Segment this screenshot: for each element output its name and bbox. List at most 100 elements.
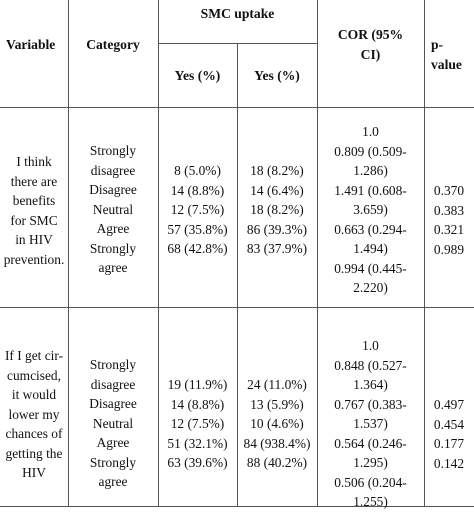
yes-a-value: 68 (42.8%): [167, 241, 228, 256]
column-divider: [68, 0, 69, 507]
variable-line: it would: [11, 387, 57, 402]
cor-line: 1.0: [362, 124, 379, 139]
category-line: Disagree: [89, 396, 137, 411]
variable-line: cumcised,: [7, 367, 61, 383]
category-line: Neutral: [92, 201, 134, 217]
category-line: agree: [98, 474, 128, 489]
cor-line: 0.663 (0.294-: [334, 221, 407, 237]
header-yes-b: Yes (%): [254, 68, 300, 83]
p-value: 0.989: [433, 241, 465, 257]
yes-a-value: 12 (7.5%): [170, 416, 225, 431]
category-line: Neutral: [92, 415, 134, 431]
yes-a-value: 14 (8.8%): [170, 182, 225, 198]
row1-cor: 1.0 0.809 (0.509- 1.286) 1.491 (0.608- 3…: [317, 122, 424, 298]
yes-a-value: 63 (39.6%): [167, 455, 228, 470]
column-divider: [158, 0, 159, 507]
yes-b-value: 18 (8.2%): [250, 202, 304, 217]
yes-a-value: 12 (7.5%): [170, 202, 225, 217]
category-line: agree: [98, 260, 128, 275]
row1-variable: I think there are benefits for SMC in HI…: [0, 152, 68, 269]
cor-line: 1.295): [353, 455, 388, 470]
cor-line: 1.364): [353, 377, 388, 392]
category-line: Disagree: [89, 182, 137, 197]
yes-b-value: 86 (39.3%): [246, 221, 308, 237]
yes-b-value: 18 (8.2%): [250, 163, 304, 178]
cor-line: 1.0: [362, 338, 379, 353]
row2-cor: 1.0 0.848 (0.527- 1.364) 0.767 (0.383- 1…: [317, 336, 424, 512]
row-divider: [0, 307, 474, 308]
header-pvalue: p-value: [431, 37, 462, 72]
category-line: Agree: [96, 435, 130, 450]
p-value: 0.383: [433, 202, 465, 218]
row2-yes-a: 19 (11.9%) 14 (8.8%) 12 (7.5%) 51 (32.1%…: [158, 375, 237, 473]
header-category: Category: [86, 37, 140, 52]
row2-category: Strongly disagree Disagree Neutral Agree…: [68, 355, 158, 492]
header-variable: Variable: [6, 37, 56, 52]
yes-a-value: 14 (8.8%): [170, 396, 225, 412]
variable-line: benefits: [12, 193, 56, 208]
cor-line: 0.564 (0.246-: [334, 435, 407, 451]
cor-line: 0.848 (0.527-: [334, 357, 407, 373]
variable-line: there are: [10, 173, 58, 189]
header-cor-line2: CI): [360, 46, 381, 62]
variable-line: getting the: [5, 445, 63, 461]
cor-line: 1.286): [353, 163, 388, 178]
variable-line: in HIV: [15, 232, 53, 247]
header-cor: COR (95% CI): [317, 25, 424, 64]
cor-line: 2.220): [353, 280, 388, 295]
header-cor-line1: COR (95%: [337, 27, 404, 42]
category-line: Strongly: [89, 143, 137, 158]
row1-category: Strongly disagree Disagree Neutral Agree…: [68, 141, 158, 278]
header-yes-a: Yes (%): [174, 68, 221, 83]
p-value: 0.177: [433, 436, 465, 451]
category-line: disagree: [90, 376, 136, 392]
yes-a-value: 8 (5.0%): [174, 163, 221, 178]
p-value: 0.370: [433, 183, 465, 198]
cor-line: 1.255): [353, 494, 388, 509]
yes-b-value: 83 (37.9%): [246, 241, 308, 256]
row-divider: [158, 43, 317, 44]
variable-line: lower my: [8, 406, 60, 422]
p-value: 0.321: [433, 222, 465, 237]
column-divider: [424, 0, 425, 507]
yes-a-value: 19 (11.9%): [167, 377, 228, 392]
row-divider: [0, 107, 474, 108]
category-line: Strongly: [89, 240, 137, 256]
p-value: 0.497: [433, 397, 465, 412]
header-smc-uptake: SMC uptake: [200, 6, 275, 21]
row2-variable: If I get cir- cumcised, it would lower m…: [0, 346, 68, 483]
cor-line: 0.506 (0.204-: [334, 474, 407, 490]
column-divider: [237, 43, 238, 507]
yes-b-value: 10 (4.6%): [250, 416, 304, 431]
yes-b-value: 84 (938.4%): [243, 435, 311, 451]
cor-line: 3.659): [353, 202, 388, 217]
variable-line: HIV: [22, 465, 46, 480]
yes-b-value: 88 (40.2%): [246, 455, 308, 470]
row1-yes-a: 8 (5.0%) 14 (8.8%) 12 (7.5%) 57 (35.8%) …: [158, 161, 237, 259]
category-line: disagree: [90, 162, 136, 178]
variable-line: prevention.: [3, 251, 65, 267]
p-value: 0.142: [433, 455, 465, 471]
cor-line: 1.494): [353, 241, 388, 256]
yes-a-value: 51 (32.1%): [167, 435, 228, 451]
variable-line: chances of: [5, 426, 63, 441]
cor-line: 1.491 (0.608-: [334, 182, 407, 198]
yes-b-value: 14 (6.4%): [250, 182, 304, 198]
row1-yes-b: 18 (8.2%) 14 (6.4%) 18 (8.2%) 86 (39.3%)…: [237, 161, 317, 259]
cor-line: 1.537): [353, 416, 388, 431]
variable-line: I think: [16, 154, 52, 169]
cor-line: 0.767 (0.383-: [334, 396, 407, 412]
yes-a-value: 57 (35.8%): [167, 221, 228, 237]
cor-line: 0.994 (0.445-: [334, 260, 407, 276]
row2-yes-b: 24 (11.0%) 13 (5.9%) 10 (4.6%) 84 (938.4…: [237, 375, 317, 473]
row1-pvalue: 0.370 0.383 0.321 0.989: [424, 181, 474, 259]
category-line: Strongly: [89, 454, 137, 470]
category-line: Agree: [96, 221, 130, 236]
row2-pvalue: 0.497 0.454 0.177 0.142: [424, 395, 474, 473]
p-value: 0.454: [433, 416, 465, 432]
yes-b-value: 24 (11.0%): [247, 377, 307, 392]
yes-b-value: 13 (5.9%): [250, 396, 304, 412]
column-divider: [317, 0, 318, 507]
cor-line: 0.809 (0.509-: [334, 143, 407, 159]
